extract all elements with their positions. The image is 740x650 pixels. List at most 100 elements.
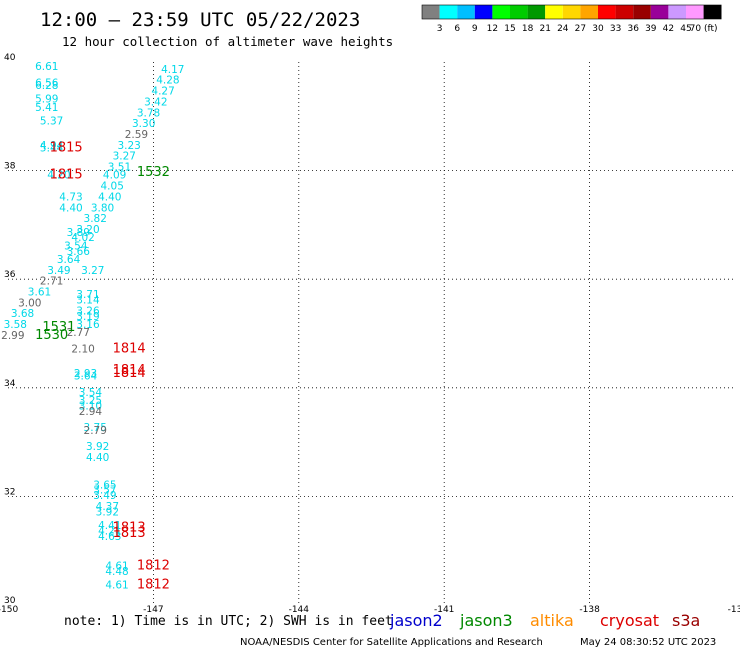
wave-height-label: 3.58 (4, 319, 27, 331)
wave-height-label: 3.68 (11, 308, 34, 320)
wave-height-label: 3.00 (18, 297, 41, 309)
pass-time-label: 1530 (35, 328, 68, 343)
wave-height-label: 4.40 (59, 202, 82, 214)
colorbar-label: 36 (627, 24, 639, 34)
colorbar-swatch (580, 5, 598, 19)
colorbar-label: 15 (504, 24, 515, 34)
y-tick-label: 34 (4, 379, 16, 389)
x-tick-label: -147 (143, 605, 163, 615)
wave-height-label: 3.61 (28, 286, 51, 298)
wave-height-label: 3.78 (137, 107, 160, 119)
wave-height-label: 3.27 (81, 265, 104, 277)
wave-height-label: 4.41 (98, 520, 121, 532)
colorbar-swatch (474, 5, 493, 19)
wave-height-label: 4.40 (86, 452, 109, 464)
wave-height-label: 4.40 (98, 191, 121, 203)
pass-time-label: 1814 (113, 342, 146, 357)
wave-height-label: 3.92 (96, 506, 119, 518)
x-tick-label: -138 (579, 605, 600, 615)
wave-height-label: 3.92 (86, 441, 109, 453)
colorbar-swatch (457, 5, 475, 19)
pass-time-label: 1813 (113, 521, 146, 536)
colorbar-swatch (545, 5, 563, 19)
wave-height-label: 3.16 (76, 319, 100, 331)
wave-height-label: 4.73 (59, 191, 82, 203)
wave-height-label: 4.09 (103, 170, 126, 182)
wave-height-label: 3.66 (67, 246, 91, 258)
wave-height-label: 2.10 (71, 344, 94, 356)
x-tick-label: -150 (0, 605, 18, 615)
pass-time-label: 1812 (137, 559, 170, 574)
wave-height-label: 3.42 (144, 96, 167, 108)
wave-height-label: 6.61 (35, 61, 58, 73)
wave-height-label: 4.02 (71, 232, 94, 244)
x-tick-label: -13 (728, 605, 740, 615)
wave-height-label: 3.10 (79, 401, 102, 413)
wave-height-label: 2.59 (125, 129, 148, 141)
colorbar-swatch (492, 5, 510, 19)
pass-time-label: 1814 (113, 363, 146, 378)
y-tick-label: 30 (4, 596, 16, 606)
wave-height-label: 4.94 (40, 140, 64, 152)
colorbar-label: 39 (645, 24, 657, 34)
axis-ticks: -150 -147 -144 -141 -138 -13 30 32 34 36 38 40 (0, 53, 740, 615)
x-tick-label: -144 (289, 605, 310, 615)
wave-height-label: 4.05 (101, 181, 124, 193)
wave-height-label: 3.27 (113, 151, 136, 163)
wave-height-label: 3.64 (74, 371, 98, 383)
wave-height-label: 3.80 (91, 202, 114, 214)
colorbar-label: 6 (454, 24, 460, 34)
wave-height-label: 3.23 (117, 140, 140, 152)
map-grid (8, 62, 735, 605)
wave-height-label: 3.82 (84, 213, 107, 225)
colorbar-swatch (510, 5, 528, 19)
colorbar-label: 18 (522, 24, 534, 34)
wave-height-label: 5.37 (40, 115, 63, 127)
colorbar-label: 12 (487, 24, 498, 34)
satellite-cryosat: cryosat (600, 611, 659, 630)
wave-height-label: 2.71 (40, 276, 63, 288)
pass-time-label: 1813 (113, 526, 146, 541)
wave-height-label: 3.19 (76, 311, 99, 323)
colorbar-swatch (598, 5, 616, 19)
wave-height-label: 3.26 (76, 305, 100, 317)
wave-height-label: 4.27 (151, 86, 174, 98)
colorbar-label: 70 (ft) (690, 24, 718, 34)
wave-height-label: 2.94 (79, 406, 103, 418)
wave-height-label: 4.21 (98, 525, 121, 537)
wave-height-marks: 6.61 6.566.28 5.995.415.37 4.945.44 4.20 4.17… (1, 61, 184, 593)
colorbar-swatch (703, 5, 722, 19)
wave-height-label: 3.65 (93, 479, 116, 491)
pass-time-label: 1815 (50, 168, 83, 183)
wave-height-label: 3.20 (76, 224, 99, 236)
x-tick-label: -141 (434, 605, 454, 615)
y-tick-label: 38 (4, 162, 16, 172)
footer-credit: NOAA/NESDIS Center for Satellite Applica… (240, 637, 543, 648)
wave-height-label: 5.44 (40, 143, 64, 155)
wave-height-label: 3.71 (76, 289, 99, 301)
wave-height-label: 6.28 (35, 80, 58, 92)
wave-height-label: 2.79 (84, 425, 107, 437)
wave-height-label: 2.77 (67, 327, 90, 339)
wave-height-label: 4.48 (105, 566, 128, 578)
wave-height-label: 4.61 (105, 580, 128, 592)
wave-height-label: 3.49 (47, 265, 70, 277)
colorbar-swatch (686, 5, 704, 19)
wave-height-label: 3.30 (132, 118, 155, 130)
wave-height-label: 3.57 (93, 485, 116, 497)
colorbar-swatch (422, 5, 440, 19)
satellite-legend: jason2 jason3 altika cryosat s3a (389, 611, 700, 630)
wave-height-label: 2.93 (74, 368, 97, 380)
colorbar-swatch (615, 5, 634, 19)
wave-height-label: 3.54 (79, 387, 103, 399)
pass-time-label: 1812 (137, 578, 170, 593)
chart-title: 12:00 — 23:59 UTC 05/22/2023 (40, 9, 360, 31)
satellite-altika: altika (530, 611, 574, 630)
wave-height-label: 4.28 (156, 75, 179, 87)
satellite-s3a: s3a (672, 611, 700, 630)
wave-height-label: 4.37 (96, 501, 119, 513)
colorbar-label: 9 (472, 24, 478, 34)
colorbar-label: 42 (663, 24, 674, 34)
pass-time-label: 1532 (137, 165, 170, 180)
footer-timestamp: May 24 08:30:52 UTC 2023 (580, 637, 716, 648)
